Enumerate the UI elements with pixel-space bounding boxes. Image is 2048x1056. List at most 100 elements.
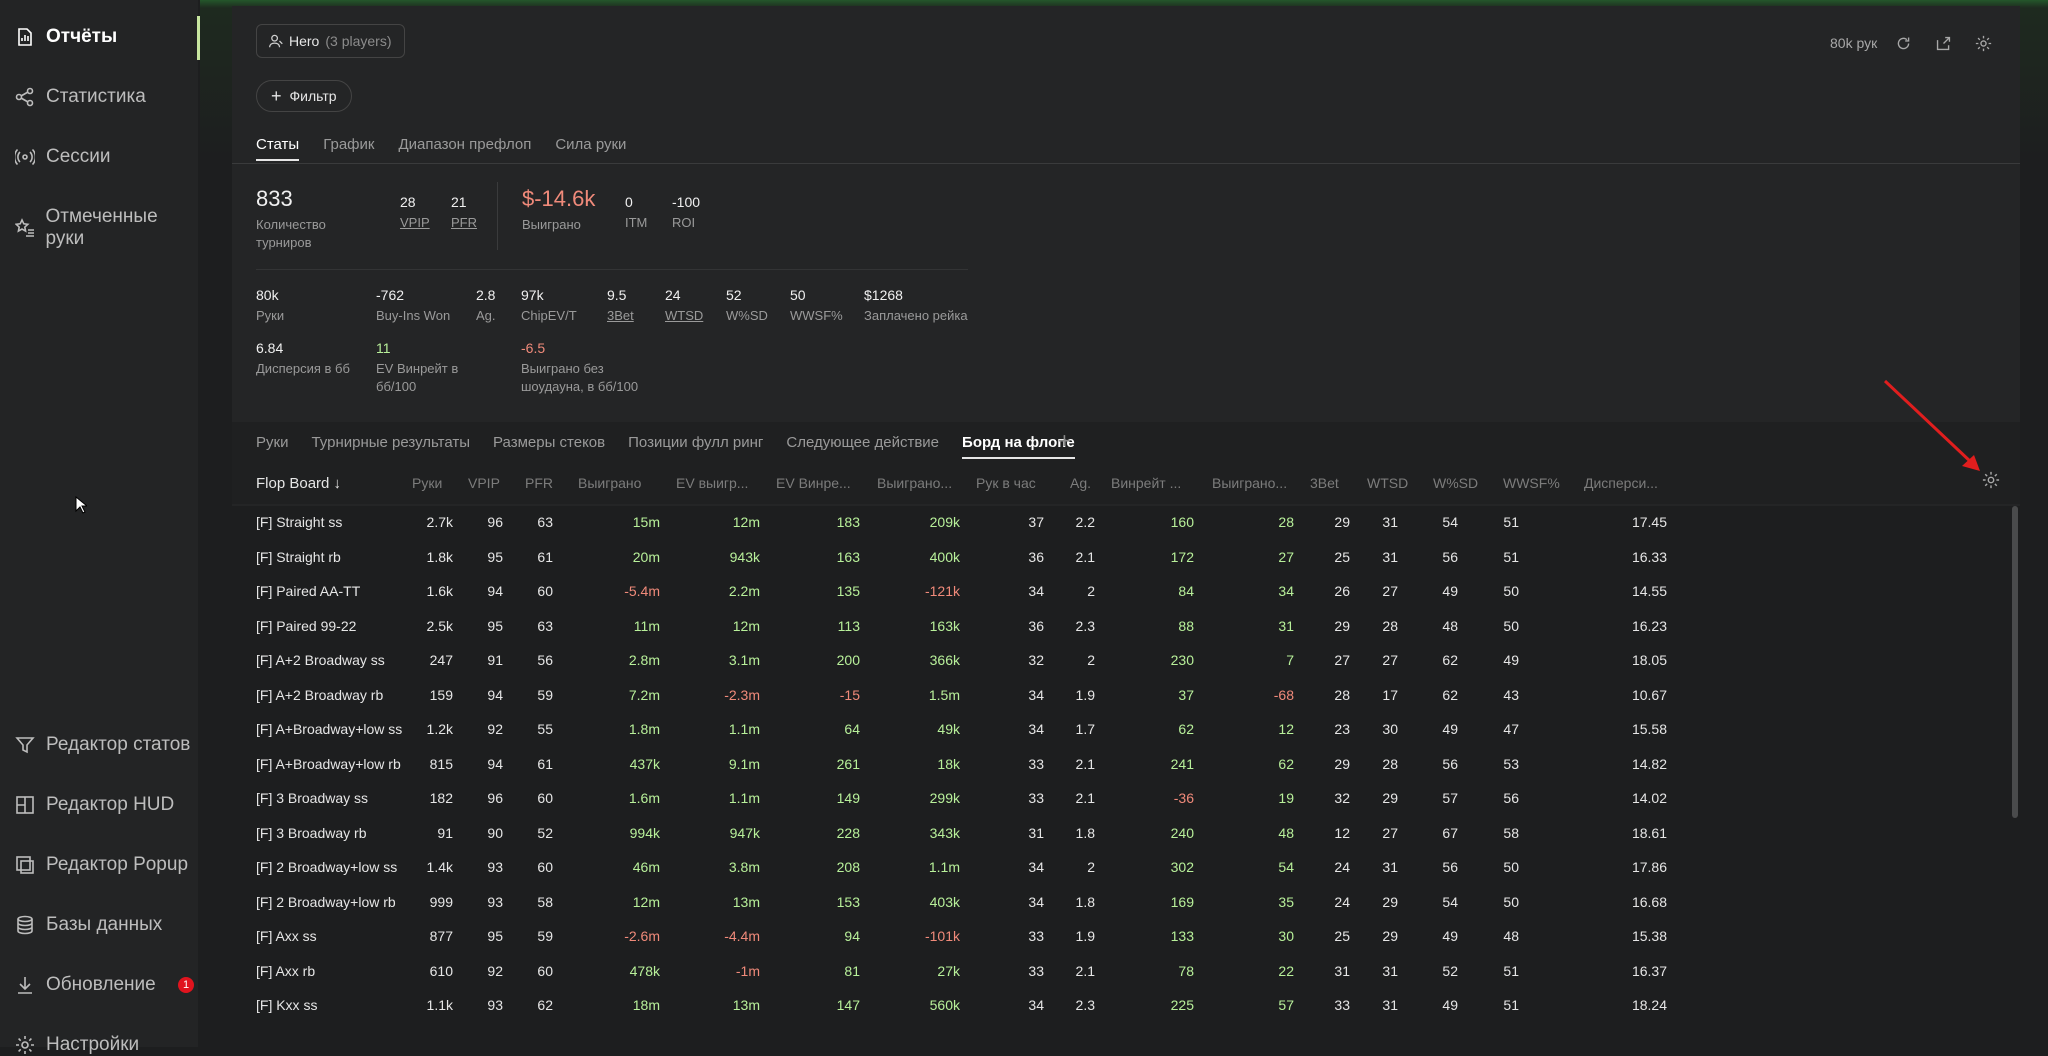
table-scrollbar[interactable] <box>2012 506 2018 818</box>
tab-stats[interactable]: Статы <box>256 136 300 161</box>
row-label: [F] Axx rb <box>256 962 316 979</box>
column-header[interactable]: Выиграно... <box>1212 475 1288 491</box>
table-row[interactable]: [F] Straight ss 2.7k 96 63 15m 12m 183 209k 37 2.… <box>232 506 2020 540</box>
column-header[interactable]: VPIP <box>468 475 500 491</box>
tab-stack-sizes[interactable]: Размеры стеков <box>493 434 606 451</box>
stat-label[interactable]: PFR <box>451 215 477 230</box>
table-cell: -36 <box>1173 790 1194 806</box>
column-header[interactable]: Выиграно <box>578 475 642 491</box>
column-header[interactable]: Руки <box>412 475 443 491</box>
table-cell: 153 <box>836 893 860 910</box>
table-cell: 58 <box>537 893 553 910</box>
sidebar-item-label: Редактор Popup <box>46 854 189 875</box>
table-row[interactable]: [F] A+Broadway+low rb 815 94 61 437k 9.1m 261 1… <box>232 748 2020 782</box>
tab-graph[interactable]: График <box>323 136 375 153</box>
column-header[interactable]: Винрейт ... <box>1111 475 1182 491</box>
column-header[interactable]: WTSD <box>1367 475 1409 491</box>
stat-ev-winrate: 11 EV Винрейт в бб/100 <box>376 340 476 396</box>
table-cell: 60 <box>537 962 553 979</box>
tab-full-ring-positions[interactable]: Позиции фулл ринг <box>628 434 764 451</box>
table-cell: 1.9 <box>1075 928 1095 944</box>
stat-label[interactable]: VPIP <box>400 215 430 230</box>
settings-icon[interactable] <box>1973 33 1993 53</box>
table-row[interactable]: [F] 2 Broadway+low rb 999 93 58 12m 13m 153 403… <box>232 886 2020 920</box>
table-cell: 54 <box>1442 893 1458 910</box>
sidebar-item-marked-hands[interactable]: Отмеченные руки <box>14 206 198 250</box>
tab-next-action[interactable]: Следующее действие <box>786 434 940 451</box>
sidebar-item-sessions[interactable]: Сессии <box>14 146 111 168</box>
row-label: [F] A+Broadway+low ss <box>256 721 403 737</box>
column-header[interactable]: Выиграно... <box>877 475 953 491</box>
table-cell: 37 <box>1178 686 1194 703</box>
column-header[interactable]: WWSF% <box>1503 475 1560 491</box>
stat-label[interactable]: WTSD <box>665 308 704 323</box>
row-label: [F] A+2 Broadway ss <box>256 652 385 668</box>
table-cell: 95 <box>487 928 503 944</box>
sidebar-item-statistics[interactable]: Статистика <box>14 86 146 108</box>
star-list-icon <box>14 217 35 239</box>
column-settings-icon[interactable] <box>1982 471 2002 491</box>
stat-label[interactable]: 3Bet <box>607 308 634 323</box>
sidebar-item-update[interactable]: Обновление <box>14 974 156 996</box>
table-cell: 34 <box>1028 583 1044 599</box>
table-row[interactable]: [F] A+Broadway+low ss 1.2k 92 55 1.8m 1.1m 64 4… <box>232 713 2020 747</box>
table-row[interactable]: [F] Paired 99-22 2.5k 95 63 11m 12m 113 163k 36 2… <box>232 610 2020 644</box>
column-header[interactable]: 3Bet <box>1310 475 1339 491</box>
table-cell: 12 <box>1334 824 1350 841</box>
column-header[interactable]: EV выигр... <box>676 475 749 491</box>
table-row[interactable]: [F] 2 Broadway+low ss 1.4k 93 60 46m 3.8m 208 1… <box>232 851 2020 885</box>
sidebar-item-databases[interactable]: Базы данных <box>14 914 162 936</box>
column-header[interactable]: W%SD <box>1433 475 1479 491</box>
table-cell: 23 <box>1334 721 1350 737</box>
sub-tabs: Руки Турнирные результаты Размеры стеков… <box>256 434 1075 459</box>
table-row[interactable]: [F] A+2 Broadway ss 247 91 56 2.8m 3.1m 200 366… <box>232 644 2020 678</box>
add-filter-button[interactable]: + Фильтр <box>256 80 352 112</box>
table-cell: 31 <box>1028 824 1044 841</box>
add-tab-icon[interactable]: + <box>1058 428 1071 453</box>
column-header[interactable]: Ag. <box>1070 475 1092 491</box>
table-row[interactable]: [F] 3 Broadway ss 182 96 60 1.6m 1.1m 149 299k 3… <box>232 782 2020 816</box>
player-selector-button[interactable]: Hero (3 players) <box>256 24 405 58</box>
table-cell: 1.7 <box>1075 721 1095 737</box>
stat-chipev: 97k ChipEV/T <box>521 287 577 325</box>
tab-tournament-results[interactable]: Турнирные результаты <box>311 434 471 451</box>
row-label: [F] A+Broadway+low rb <box>256 755 401 772</box>
row-label: [F] 2 Broadway+low ss <box>256 859 398 875</box>
table-cell: 92 <box>487 962 503 979</box>
table-row[interactable]: [F] Axx rb 610 92 60 478k -1m 81 27k 33 2.1 78 22 31… <box>232 955 2020 989</box>
stat-value: 80k <box>256 287 279 303</box>
stat-label: Выиграно без шоудауна, в бб/100 <box>521 361 639 394</box>
column-header[interactable]: EV Винре... <box>776 475 851 491</box>
table-cell: 34 <box>1278 583 1294 599</box>
table-cell: 34 <box>1028 721 1044 737</box>
column-header[interactable]: Дисперси... <box>1584 475 1658 491</box>
refresh-icon[interactable] <box>1893 33 1913 53</box>
export-icon[interactable] <box>1933 33 1953 53</box>
column-header[interactable]: PFR <box>525 475 553 491</box>
tab-hand-strength[interactable]: Сила руки <box>555 136 627 153</box>
table-row[interactable]: [F] A+2 Broadway rb 159 94 59 7.2m -2.3m -15 1.… <box>232 679 2020 713</box>
table-row[interactable]: [F] 3 Broadway rb 91 90 52 994k 947k 228 343k 31… <box>232 817 2020 851</box>
table-row[interactable]: [F] Straight rb 1.8k 95 61 20m 943k 163 400k 36 2… <box>232 541 2020 575</box>
table-cell: 16.23 <box>1631 617 1667 634</box>
tab-hands[interactable]: Руки <box>256 434 289 451</box>
sidebar-item-stat-editor[interactable]: Редактор статов <box>14 734 190 756</box>
sidebar-item-hud-editor[interactable]: Редактор HUD <box>14 794 174 816</box>
table-cell: 52 <box>1442 962 1458 979</box>
stat-value: 0 <box>625 194 633 210</box>
table-cell: 81 <box>844 962 860 979</box>
sidebar-item-popup-editor[interactable]: Редактор Popup <box>14 854 188 876</box>
sidebar-item-settings[interactable]: Настройки <box>14 1034 139 1056</box>
table-row[interactable]: [F] Kxx ss 1.1k 93 62 18m 13m 147 560k 34 2.3 225 5… <box>232 989 2020 1023</box>
table-cell: 56 <box>1442 859 1458 875</box>
table-cell: 34 <box>1028 686 1044 703</box>
table-cell: 29 <box>1334 514 1350 530</box>
table-row[interactable]: [F] Paired AA-TT 1.6k 94 60 -5.4m 2.2m 135 -121… <box>232 575 2020 609</box>
tab-preflop-range[interactable]: Диапазон префлоп <box>398 136 532 153</box>
table-row[interactable]: [F] Axx ss 877 95 59 -2.6m -4.4m 94 -101k 33 1.9 1… <box>232 920 2020 954</box>
sidebar-item-reports[interactable]: Отчёты <box>14 26 117 48</box>
stat-label: EV Винрейт в бб/100 <box>376 361 459 394</box>
tab-flop-board[interactable]: Борд на флопе <box>962 434 1075 459</box>
column-header[interactable]: Рук в час <box>976 475 1036 491</box>
column-header-flop-board[interactable]: Flop Board ↓ <box>256 475 342 492</box>
